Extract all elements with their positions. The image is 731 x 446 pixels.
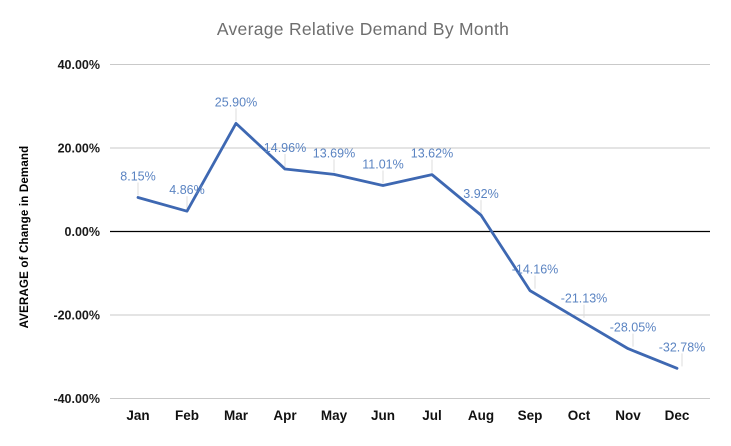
data-point-label: -14.16% <box>512 263 559 277</box>
x-axis-tick-label: Dec <box>665 408 690 423</box>
y-axis-tick-label: 0.00% <box>65 225 100 239</box>
x-axis-tick-label: Jul <box>422 408 442 423</box>
x-axis-tick-label: Feb <box>175 408 199 423</box>
data-point-label: 4.86% <box>169 183 204 197</box>
data-point-label: 8.15% <box>120 169 155 183</box>
x-axis-tick-label: Apr <box>273 408 297 423</box>
x-axis-tick-label: Jan <box>126 408 149 423</box>
x-axis-tick-label: Sep <box>518 408 543 423</box>
data-point-label: -21.13% <box>561 292 608 306</box>
data-point-label: 3.92% <box>463 187 498 201</box>
data-point-label: -28.05% <box>610 321 657 335</box>
chart-title: Average Relative Demand By Month <box>216 19 510 39</box>
demand-line-series <box>136 121 679 370</box>
y-axis-tick-label: 40.00% <box>58 58 100 72</box>
y-axis-tick-label: -20.00% <box>53 309 100 323</box>
data-point-label: 13.62% <box>411 147 453 161</box>
x-axis-tick-label: Jun <box>371 408 395 423</box>
x-axis-tick-label: Aug <box>468 408 494 423</box>
data-point-label: -32.78% <box>659 340 706 354</box>
y-axis-tick-label: 20.00% <box>58 142 100 156</box>
data-point-label: 25.90% <box>215 95 257 109</box>
x-axis-tick-label: Oct <box>568 408 591 423</box>
data-point-label: 11.01% <box>362 158 403 172</box>
y-axis-tick-label: -40.00% <box>53 392 100 406</box>
x-axis-tick-label: Mar <box>224 408 249 423</box>
x-axis-tick-label: Nov <box>615 408 641 423</box>
x-axis-tick-label: May <box>321 408 348 423</box>
data-point-label: 13.69% <box>313 146 355 160</box>
data-point-label: 14.96% <box>264 141 306 155</box>
